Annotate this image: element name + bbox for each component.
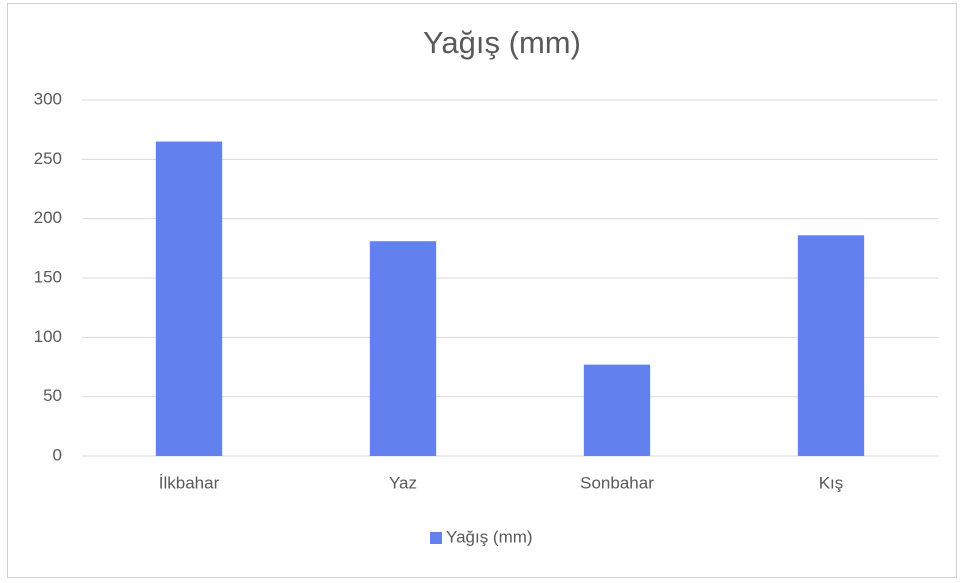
x-tick-label: Kış bbox=[819, 473, 844, 492]
y-tick-label: 150 bbox=[34, 267, 62, 286]
legend-label: Yağış (mm) bbox=[446, 527, 533, 546]
legend-swatch bbox=[430, 532, 442, 544]
bar bbox=[155, 141, 223, 457]
bar bbox=[369, 241, 437, 456]
x-tick-label: Sonbahar bbox=[580, 473, 654, 492]
x-tick-label: Yaz bbox=[389, 473, 417, 492]
y-tick-label: 50 bbox=[43, 386, 62, 405]
y-tick-label: 300 bbox=[34, 89, 62, 108]
chart-title: Yağış (mm) bbox=[423, 25, 581, 60]
y-tick-label: 200 bbox=[34, 208, 62, 227]
y-tick-label: 250 bbox=[34, 149, 62, 168]
bar bbox=[583, 364, 651, 456]
y-tick-label: 100 bbox=[34, 327, 62, 346]
y-tick-label: 0 bbox=[53, 445, 62, 464]
x-tick-label: İlkbahar bbox=[159, 473, 220, 492]
bar bbox=[797, 235, 865, 456]
